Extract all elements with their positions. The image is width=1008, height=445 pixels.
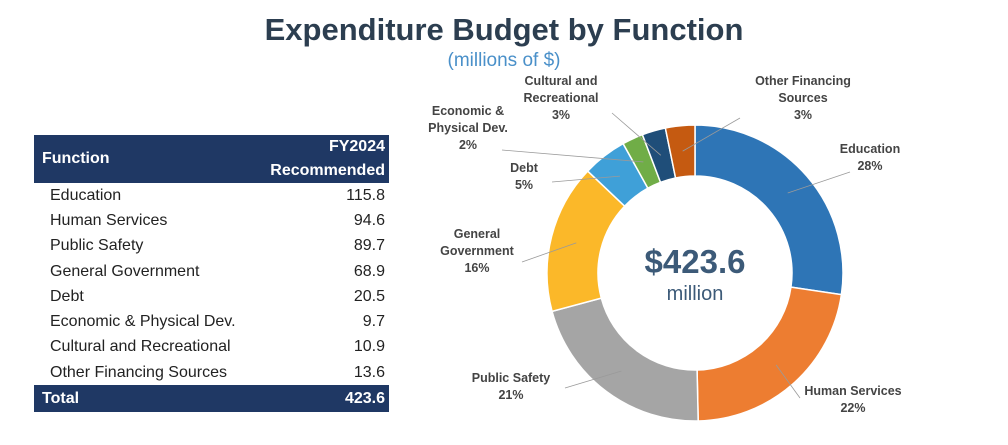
leader-line: [521, 242, 577, 263]
table-row: General Government 68.9: [34, 259, 389, 284]
slice-label: Economic & Physical Dev. 2%: [428, 104, 508, 152]
total-label: Total: [34, 385, 254, 413]
header-recommended: Recommended: [253, 159, 389, 183]
table-total-row: Total 423.6: [34, 385, 389, 413]
table-row: Public Safety 89.7: [34, 234, 389, 259]
donut-slices: [546, 124, 844, 422]
slice-label: Public Safety 21%: [472, 371, 551, 402]
leader-line: [551, 175, 621, 183]
row-label: Economic & Physical Dev.: [50, 313, 236, 331]
leader-line: [787, 171, 851, 194]
row-value: 94.6: [353, 211, 385, 229]
slice-labels: Education 28% Human Services 22% Public Safe…: [428, 74, 902, 415]
table-row: Other Financing Sources 13.6: [34, 360, 389, 385]
row-value: 9.7: [362, 313, 385, 331]
donut-slice-other-financing-sources: [664, 124, 696, 179]
row-label: Public Safety: [50, 237, 144, 255]
row-value: 10.9: [353, 338, 385, 356]
donut-slice-public-safety: [551, 297, 699, 422]
row-label: Cultural and Recreational: [50, 338, 231, 356]
leader-line: [564, 370, 622, 389]
header-fy2024: FY2024: [253, 135, 389, 159]
leader-line: [611, 112, 662, 156]
donut-slice-human-services: [696, 286, 843, 422]
table-row: Human Services 94.6: [34, 208, 389, 233]
slice-label: Cultural and Recreational 3%: [523, 74, 598, 122]
row-label: Debt: [50, 287, 84, 305]
row-value: 13.6: [353, 363, 385, 381]
table-row: Economic & Physical Dev. 9.7: [34, 309, 389, 334]
table-header-row: Function FY2024: [34, 135, 389, 183]
slice-label: General Government 16%: [440, 227, 514, 275]
leader-line: [682, 117, 741, 152]
table-row: Education 115.8: [34, 183, 389, 208]
chart-subtitle: (millions of $): [447, 50, 561, 71]
total-value: 423.6: [253, 385, 389, 413]
row-value: 89.7: [353, 237, 385, 255]
leader-line: [501, 149, 644, 163]
row-label: Human Services: [50, 211, 168, 229]
center-unit: million: [667, 283, 724, 305]
center-total: $423.6: [645, 243, 746, 280]
leader-lines: [501, 112, 851, 399]
row-value: 20.5: [353, 287, 385, 305]
table-header-row-2: Recommended: [34, 159, 389, 183]
slice-label: Debt 5%: [510, 161, 539, 192]
table-row: Cultural and Recreational 10.9: [34, 335, 389, 360]
chart-title: Expenditure Budget by Function: [264, 12, 744, 47]
slice-label: Education 28%: [840, 142, 900, 173]
table-row: Debt 20.5: [34, 284, 389, 309]
row-value: 115.8: [346, 186, 385, 204]
budget-table: Function FY2024 Recommended Education 115…: [34, 135, 389, 413]
row-label: General Government: [50, 262, 200, 280]
leader-line: [775, 364, 801, 399]
row-label: Other Financing Sources: [50, 363, 227, 381]
header-function: Function: [34, 135, 254, 183]
slice-label: Other Financing Sources 3%: [755, 74, 851, 122]
donut-slice-education: [694, 124, 844, 296]
row-value: 68.9: [353, 262, 385, 280]
slice-label: Human Services 22%: [804, 384, 901, 415]
row-label: Education: [50, 186, 122, 204]
